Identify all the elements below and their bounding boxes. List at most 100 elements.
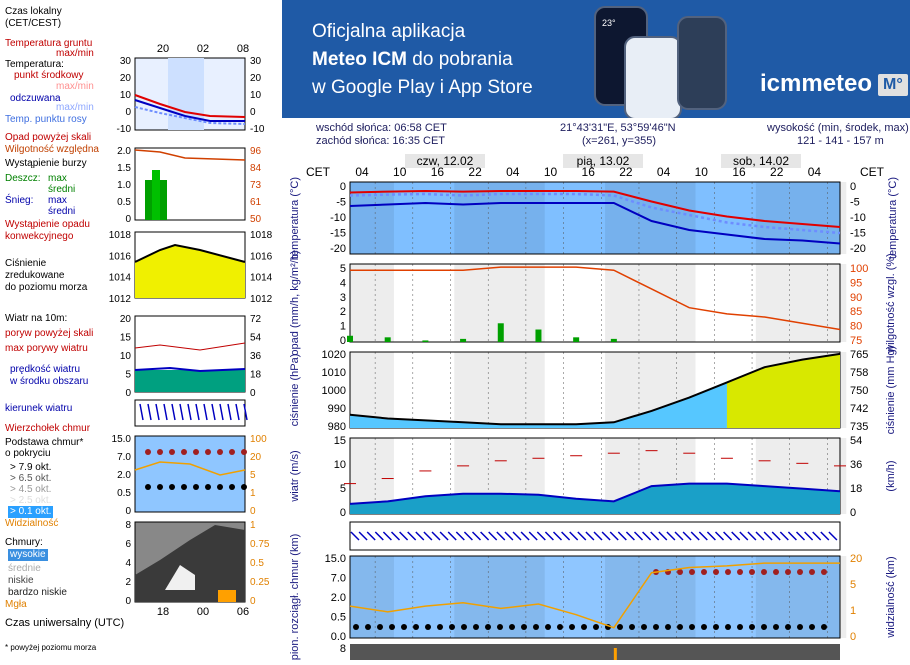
day-label: pią, 13.02 [577, 154, 630, 168]
legend-cl-tick: 4 [125, 558, 131, 569]
legend-precip-tick-r: 50 [250, 214, 262, 225]
legend-fog: Mgła [5, 599, 27, 610]
cloud-tick: 0.5 [331, 612, 346, 624]
legend-wind-tick: 0 [125, 388, 131, 399]
legend-pres-tick: 1016 [109, 251, 132, 262]
wind-area [350, 483, 840, 514]
wind-arrow [463, 531, 473, 541]
legend-cover-area [135, 525, 245, 602]
legend-panel: 20 02 08 30 20 10 0 -10 30 20 10 0 -10 2.0 1.5 1.0 0.5 0 9… [0, 0, 282, 660]
cloud-cover-tick: 8 [340, 643, 346, 655]
legend-okt01: > 0.1 okt. [8, 506, 54, 518]
wind-arrow [374, 531, 384, 541]
wind-arrow [820, 531, 830, 541]
cloud-base-dot [461, 624, 467, 630]
wind-arrow [552, 531, 563, 541]
series-wind-speed [349, 482, 841, 505]
precip-tick: 0 [340, 335, 346, 347]
cloud-base-dot [737, 624, 743, 630]
legend-temp-tick: 0 [125, 107, 131, 118]
cloud-top-dot [761, 569, 767, 575]
wind-arrow [755, 531, 765, 541]
precip-bar [460, 338, 467, 342]
cloud-base-dot [641, 624, 647, 630]
legend-precip-tick-r: 84 [250, 163, 262, 174]
legend-visibility: Widzialność [5, 518, 59, 529]
legend-cloud-top-dot [145, 449, 151, 455]
legend-pres-tick: 1012 [109, 294, 132, 305]
legend-cl-tick-r: 0.25 [250, 577, 270, 588]
cloud-base-dot [761, 624, 767, 630]
wind-arrow [512, 531, 522, 541]
pressure-tick-r: 735 [850, 421, 868, 433]
app-promo-banner[interactable]: Oficjalna aplikacja Meteo ICM do pobrani… [282, 0, 910, 118]
wind-tick: 10 [334, 459, 346, 471]
sunset: zachód słońca: 16:35 CET [316, 135, 446, 147]
wind-arrow [480, 531, 490, 541]
temp-tick: 0 [340, 181, 346, 193]
legend-cloud-base-dot [229, 484, 235, 490]
legend-cl-tick: 2 [125, 577, 131, 588]
legend-rain-bar-2 [152, 170, 160, 220]
precip-bar [573, 337, 580, 342]
day-header-box [405, 154, 485, 168]
sunrise: wschód słońca: 06:58 CET [316, 122, 447, 134]
legend-cloud-top-dot [205, 449, 211, 455]
day-header-box [721, 154, 801, 168]
legend-temp-tick: 30 [120, 56, 132, 67]
timezone-label-left: CET [306, 165, 331, 179]
wind-arrow [771, 531, 781, 541]
legend-cl-tick-r: 0.5 [250, 558, 264, 569]
cloud-base-dot [485, 624, 491, 630]
legend-cloud-tick-r: 20 [250, 452, 262, 463]
wind-arrow [682, 531, 692, 541]
legend-temp-tick: -10 [117, 124, 132, 135]
hour-label: 04 [355, 165, 369, 179]
cloud-base-dot [533, 624, 539, 630]
wind-arrow [714, 531, 725, 541]
legend-felt-line [134, 99, 245, 122]
legend-cloud-base-dot [145, 484, 151, 490]
cloud-base-dot [521, 624, 527, 630]
legend-cloud-top-dot [217, 449, 223, 455]
cloud-base-dot [569, 624, 575, 630]
location-info: wschód słońca: 06:58 CET zachód słońca: … [282, 118, 910, 152]
cloud-tick: 15.0 [325, 553, 346, 565]
cloud-base-dot [797, 624, 803, 630]
legend-wind-tick-r: 0 [250, 388, 256, 399]
rh-tick: 100 [850, 263, 868, 275]
legend-local-time-2: (CET/CEST) [5, 18, 62, 29]
wind-tick-r: 54 [850, 435, 862, 447]
legend-humidity: Wilgotność względna [5, 144, 99, 155]
pressure-tick: 980 [328, 421, 346, 433]
cloud-base-dot [677, 624, 683, 630]
hour-label: 22 [619, 165, 633, 179]
legend-utc-tick: 18 [157, 606, 169, 618]
meteogram: czw, 12.02 pią, 13.02 sob, 14.02 CET CET 04 10… [282, 152, 910, 660]
visibility-ylabel: widzialność (km) [885, 556, 897, 638]
legend-okt65: > 6.5 okt. [10, 473, 52, 484]
cloud-base-dot [821, 624, 827, 630]
legend-wind-area [135, 370, 245, 392]
legend-storm: Wystąpienie burzy [5, 158, 87, 169]
wind-arrow [569, 531, 579, 541]
hour-label: 22 [770, 165, 784, 179]
legend-rain-mean: średni [48, 184, 76, 195]
cloud-base-dot [701, 624, 707, 630]
pressure-tick: 1010 [322, 367, 346, 379]
legend-cloud-top-dot [229, 449, 235, 455]
rh-tick: 80 [850, 321, 862, 333]
logo-text: icmmeteo [760, 70, 873, 97]
legend-humidity-line [134, 149, 246, 161]
legend-wind-arrow [187, 403, 192, 421]
banner-line-1: Oficjalna aplikacja [312, 21, 466, 42]
cloud-top-dot [713, 569, 719, 575]
wind-ylabel: wiatr (m/s) [289, 450, 301, 502]
legend-pressure-line [134, 243, 246, 263]
legend-cl-tick: 0 [125, 596, 131, 607]
wind-arrow [601, 531, 611, 541]
legend-precip-tick: 2.0 [117, 146, 131, 157]
legend-pressure-3: do poziomu morza [5, 282, 88, 293]
day-label: sob, 14.02 [733, 154, 789, 168]
wind-arrow [455, 531, 465, 541]
